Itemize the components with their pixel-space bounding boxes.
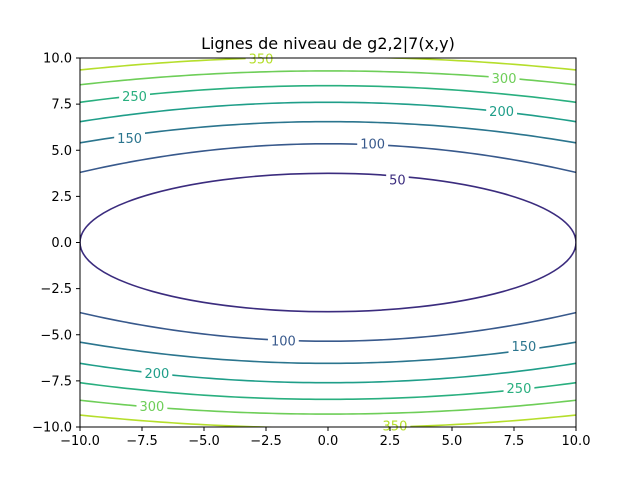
x-tick-label: 2.5 bbox=[380, 434, 401, 449]
contour-line-50 bbox=[80, 172, 576, 313]
contour-line-350-upper bbox=[80, 58, 576, 71]
contour-label-background bbox=[488, 71, 520, 87]
contour-label-background bbox=[386, 173, 409, 189]
x-tick-label: −10.0 bbox=[60, 434, 100, 449]
contour-label-background bbox=[503, 381, 535, 397]
contour-label-300: 300 bbox=[140, 400, 165, 415]
y-tick-label: −2.5 bbox=[40, 282, 72, 297]
y-tick-label: −10.0 bbox=[32, 421, 72, 436]
x-axis: −10.0 −7.5 −5.0 −2.5 0.0 2.5 5.0 7.5 10.0 bbox=[60, 427, 590, 449]
contour-label-250: 250 bbox=[507, 382, 532, 397]
contour-label-background bbox=[357, 137, 389, 153]
contour-label-background bbox=[119, 90, 150, 106]
contour-label-background bbox=[508, 340, 540, 356]
y-tick-label: −7.5 bbox=[40, 374, 72, 389]
contour-line-250-lower bbox=[80, 381, 576, 401]
contour-label-200: 200 bbox=[144, 367, 169, 382]
chart-title: Lignes de niveau de g2,2|7(x,y) bbox=[201, 34, 455, 53]
x-tick-label: 5.0 bbox=[442, 434, 463, 449]
x-tick-label: 7.5 bbox=[504, 434, 525, 449]
y-axis: −10.0 −7.5 −5.0 −2.5 0.0 2.5 5.0 7.5 10.0 bbox=[32, 52, 80, 436]
contour-label-background bbox=[486, 105, 518, 121]
contour-label-100: 100 bbox=[271, 335, 296, 350]
x-tick-label: −7.5 bbox=[126, 434, 158, 449]
y-tick-label: 2.5 bbox=[51, 190, 72, 205]
contour-line-250-upper bbox=[80, 84, 576, 104]
contour-line-150-lower bbox=[80, 341, 576, 365]
x-tick-label: 10.0 bbox=[562, 434, 591, 449]
contour-label-100: 100 bbox=[360, 137, 385, 152]
contour-label-50: 50 bbox=[389, 173, 406, 188]
contour-label-background bbox=[136, 400, 168, 416]
contour-line-100-upper bbox=[80, 142, 576, 174]
contour-label-250: 250 bbox=[122, 90, 147, 105]
contour-label-background bbox=[114, 131, 146, 147]
x-tick-label: 0.0 bbox=[318, 434, 339, 449]
y-tick-label: 7.5 bbox=[51, 98, 72, 113]
contour-label-200: 200 bbox=[489, 105, 514, 120]
y-tick-label: 5.0 bbox=[51, 144, 72, 159]
contour-label-350: 350 bbox=[249, 52, 274, 67]
contour-line-100-lower bbox=[80, 311, 576, 343]
contour-line-350-lower bbox=[80, 414, 576, 427]
contour-line-150-upper bbox=[80, 120, 576, 144]
x-tick-label: −5.0 bbox=[188, 434, 220, 449]
contour-label-300: 300 bbox=[492, 72, 517, 87]
x-tick-label: −2.5 bbox=[250, 434, 282, 449]
contour-label-background bbox=[141, 366, 173, 382]
contour-label-150: 150 bbox=[512, 340, 537, 355]
contour-label-background bbox=[267, 334, 299, 350]
y-tick-label: 10.0 bbox=[43, 52, 72, 67]
contour-label-150: 150 bbox=[117, 132, 142, 147]
y-tick-label: −5.0 bbox=[40, 328, 72, 343]
y-tick-label: 0.0 bbox=[51, 236, 72, 251]
contour-label-background bbox=[245, 52, 277, 68]
